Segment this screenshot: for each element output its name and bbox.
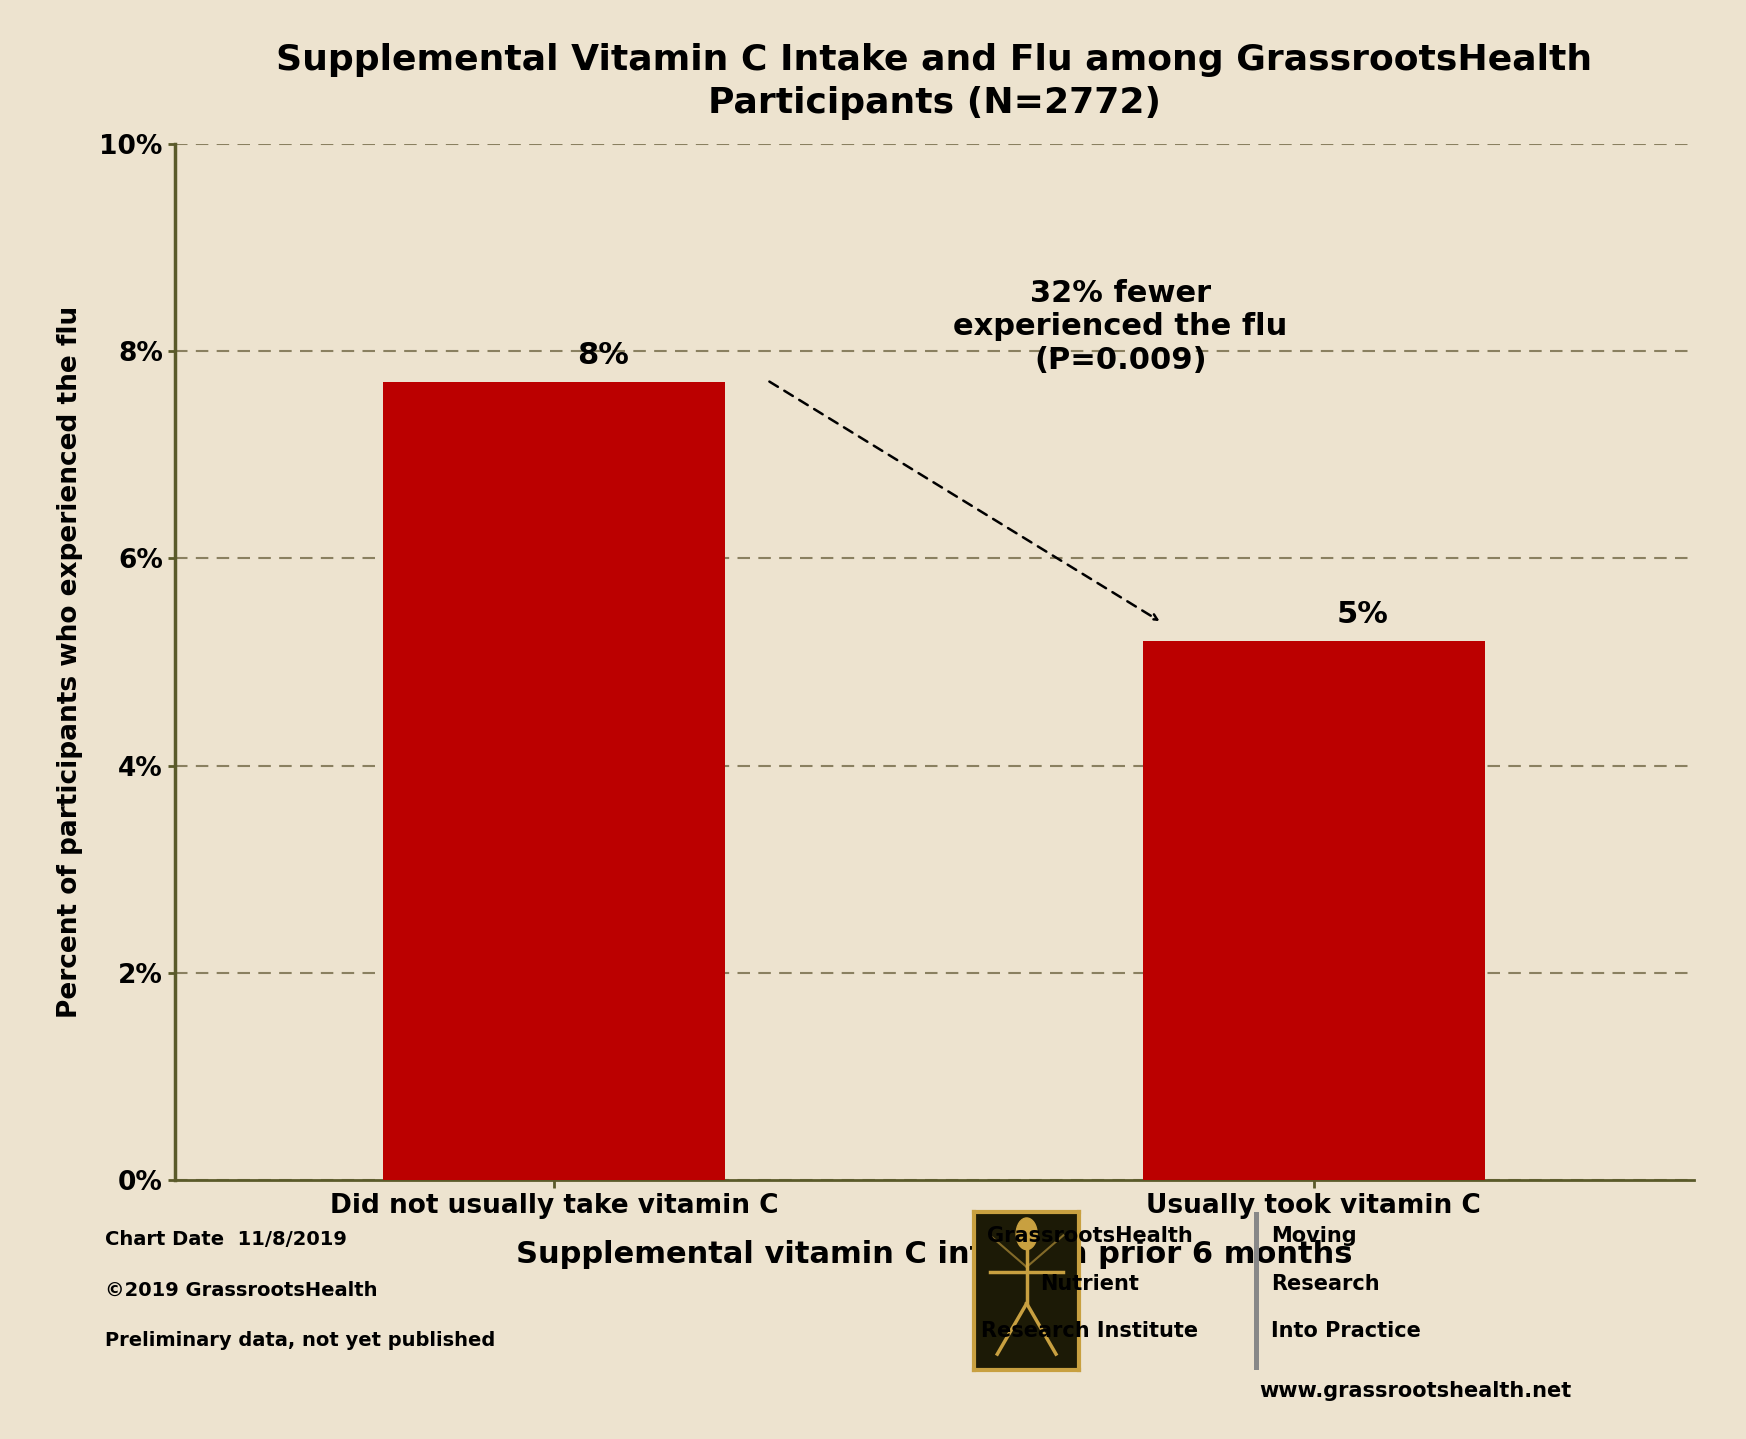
Title: Supplemental Vitamin C Intake and Flu among GrassrootsHealth
Participants (N=277: Supplemental Vitamin C Intake and Flu am… — [276, 43, 1592, 121]
Text: Chart Date  11/8/2019: Chart Date 11/8/2019 — [105, 1230, 347, 1249]
Text: ©2019 GrassrootsHealth: ©2019 GrassrootsHealth — [105, 1281, 377, 1299]
Text: Research: Research — [1271, 1274, 1379, 1294]
Text: Into Practice: Into Practice — [1271, 1321, 1421, 1341]
Text: Nutrient: Nutrient — [1041, 1274, 1138, 1294]
Text: www.grassrootshealth.net: www.grassrootshealth.net — [1259, 1381, 1571, 1402]
Text: 32% fewer
experienced the flu
(P=0.009): 32% fewer experienced the flu (P=0.009) — [953, 279, 1287, 374]
Y-axis label: Percent of participants who experienced the flu: Percent of participants who experienced … — [58, 307, 82, 1017]
Text: Research Institute: Research Institute — [981, 1321, 1198, 1341]
X-axis label: Supplemental vitamin C intake in prior 6 months: Supplemental vitamin C intake in prior 6… — [515, 1240, 1353, 1269]
Bar — [384, 383, 725, 1180]
Text: GrassrootsHealth: GrassrootsHealth — [986, 1226, 1193, 1246]
Text: 5%: 5% — [1337, 600, 1388, 629]
Text: Moving: Moving — [1271, 1226, 1357, 1246]
Circle shape — [1016, 1217, 1037, 1249]
Bar — [1144, 642, 1484, 1180]
Text: Preliminary data, not yet published: Preliminary data, not yet published — [105, 1331, 496, 1350]
Text: 8%: 8% — [578, 341, 629, 370]
